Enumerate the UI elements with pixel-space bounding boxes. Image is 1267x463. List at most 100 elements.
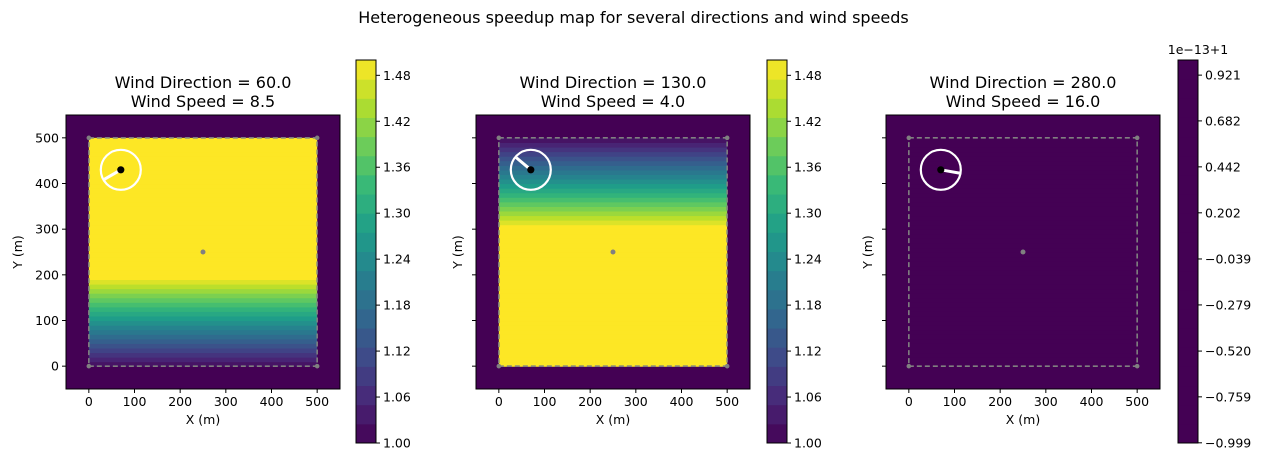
x-tick-label: 200 xyxy=(578,394,602,409)
colorbar-tick-label: 1.48 xyxy=(794,68,822,83)
heatmap-band xyxy=(498,137,728,143)
heatmap-band xyxy=(908,238,1138,244)
corner-point xyxy=(906,363,912,369)
colorbar-tick-label: 1.06 xyxy=(383,390,411,405)
colorbar-band xyxy=(1178,270,1198,291)
heatmap-band xyxy=(908,297,1138,303)
x-axis-label: X (m) xyxy=(1006,412,1040,427)
colorbar-tick-label: 1.00 xyxy=(794,436,822,451)
heatmap-band xyxy=(908,274,1138,280)
corner-point xyxy=(496,363,502,369)
heatmap-band xyxy=(908,343,1138,349)
heatmap-band xyxy=(498,156,728,162)
heatmap-band xyxy=(88,142,318,148)
colorbar-tick-label: −0.999 xyxy=(1205,435,1251,450)
colorbar-band xyxy=(356,404,376,425)
heatmap-band xyxy=(88,352,318,358)
heatmap-band xyxy=(498,274,728,280)
colorbar-band xyxy=(356,174,376,195)
heatmap-band xyxy=(88,279,318,285)
heatmap-band xyxy=(498,188,728,194)
heatmap-band xyxy=(498,306,728,312)
colorbar: 1.00 1.06 1.12 1.18 1.24 1.30 1.36 1.42 1.48 xyxy=(766,59,822,451)
colorbar-tick-label: 1.36 xyxy=(794,160,822,175)
axes-frame xyxy=(475,114,751,390)
colorbar-tick-label: 0.442 xyxy=(1205,159,1241,174)
corner-point xyxy=(724,135,730,141)
colorbar-band xyxy=(356,270,376,291)
heatmap-band xyxy=(498,201,728,207)
x-tick-label: 100 xyxy=(123,394,147,409)
heatmap-band xyxy=(88,361,318,367)
colorbar-band xyxy=(767,270,787,291)
heatmap-band xyxy=(88,146,318,153)
colorbar-band xyxy=(1178,136,1198,157)
colorbar-band xyxy=(356,289,376,310)
colorbar-band xyxy=(1178,385,1198,406)
heatmap-band xyxy=(498,183,728,189)
colorbar-tick-label: 1.36 xyxy=(383,160,411,175)
colorbar-band xyxy=(1178,328,1198,348)
y-tick-label: 200 xyxy=(35,267,59,282)
heatmap-band xyxy=(908,169,1138,175)
colorbar-band xyxy=(1178,174,1198,195)
subplot-title-line2: Wind Speed = 16.0 xyxy=(946,92,1101,111)
heatmap-band xyxy=(908,283,1138,290)
heatmap-band xyxy=(908,206,1138,212)
colorbar-band xyxy=(1178,251,1198,272)
colorbar-band xyxy=(767,155,787,176)
heatmap-band xyxy=(908,347,1138,354)
heatmap-band xyxy=(88,293,318,299)
figure-title: Heterogeneous speedup map for several di… xyxy=(358,8,909,27)
heatmap-band xyxy=(908,201,1138,207)
colorbar-tick-label: 1.18 xyxy=(383,298,411,313)
corner-point xyxy=(314,363,320,369)
center-point xyxy=(200,249,206,255)
heatmap-band xyxy=(88,220,318,226)
colorbar-band xyxy=(767,385,787,406)
heatmap-band xyxy=(88,343,318,349)
colorbar-tick-label: 1.30 xyxy=(794,206,822,221)
y-tick-label: 0 xyxy=(51,359,59,374)
heatmap-band xyxy=(908,146,1138,153)
heatmap-band xyxy=(908,156,1138,162)
heatmap-band xyxy=(88,206,318,212)
heatmap-band xyxy=(498,347,728,354)
wind-circle xyxy=(509,148,552,191)
heatmap-band xyxy=(908,279,1138,285)
heatmap-band xyxy=(498,174,728,180)
heatmap-band xyxy=(88,233,318,239)
heatmap-band xyxy=(498,224,728,230)
colorbar-band xyxy=(1178,347,1198,367)
colorbar-band xyxy=(356,117,376,138)
heatmap-band xyxy=(88,192,318,198)
colorbar-band xyxy=(767,308,787,329)
colorbar-tick-label: 1.30 xyxy=(383,206,411,221)
heatmap-band xyxy=(498,252,728,258)
heatmap-band xyxy=(498,320,728,326)
heatmap-band xyxy=(88,224,318,230)
heatmap-band xyxy=(498,146,728,153)
y-tick-label: 300 xyxy=(35,222,59,237)
heatmap-band xyxy=(88,197,318,203)
heatmap-band xyxy=(908,256,1138,262)
heatmap-band xyxy=(498,302,728,308)
colorbar-band xyxy=(1178,79,1198,99)
colorbar-band xyxy=(1178,423,1198,444)
heatmap-band xyxy=(498,256,728,262)
heatmap-band xyxy=(88,183,318,189)
colorbar-tick-label: 1.42 xyxy=(794,114,822,129)
colorbar-band xyxy=(767,289,787,310)
center-point xyxy=(1020,249,1026,255)
heatmap-band xyxy=(498,361,728,367)
heatmap-band xyxy=(88,297,318,303)
heatmap-band xyxy=(88,338,318,344)
colorbar-band xyxy=(767,404,787,425)
heatmap-band xyxy=(908,311,1138,317)
heatmap-band xyxy=(908,229,1138,235)
x-tick-label: 400 xyxy=(1080,394,1104,409)
heatmap-band xyxy=(908,220,1138,226)
heatmap-band xyxy=(908,361,1138,367)
colorbar-band xyxy=(356,347,376,367)
colorbar-band xyxy=(1178,155,1198,176)
